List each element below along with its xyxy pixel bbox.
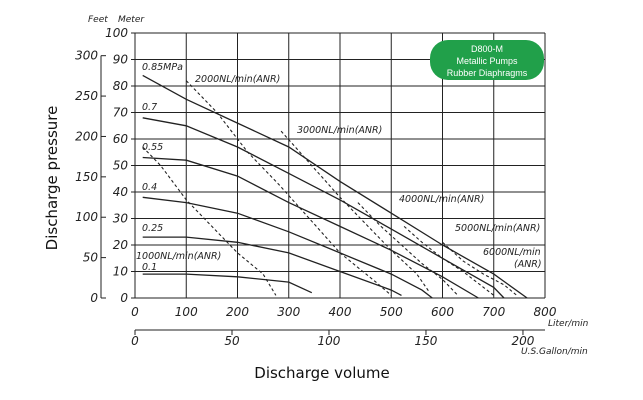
- x-axis-title: Discharge volume: [254, 364, 389, 382]
- air-consumption-line: [142, 146, 277, 296]
- pressure-series-label: 0.55: [142, 142, 163, 153]
- y-meter-tick-label: 40: [113, 185, 129, 199]
- air-consumption-series-label: 6000NL/min (ANR): [483, 247, 542, 270]
- y-meter-tick-label: 0: [120, 291, 128, 305]
- axes: 0 50 100 150 200 250 300 0 10 20 30 40 50 60 70 80 90 100…: [75, 26, 557, 348]
- air-consumption-line: [185, 80, 392, 296]
- x-primary-tick-label: 0: [131, 305, 139, 319]
- y-meter-tick-label: 70: [113, 106, 129, 120]
- air-consumption-line: [403, 225, 495, 296]
- pressure-line: [142, 196, 433, 299]
- pressure-series-label: 0.4: [142, 182, 157, 193]
- y-feet-tick-label: 200: [75, 129, 98, 143]
- x-secondary-unit-label: U.S.Gallon/min: [521, 347, 588, 357]
- x-primary-unit-label: Liter/min: [548, 319, 589, 329]
- y-feet-tick-label: 0: [90, 291, 98, 305]
- x-primary-tick-label: 200: [226, 305, 249, 319]
- y-meter-tick-label: 30: [113, 212, 129, 226]
- x-secondary-tick-label: 200: [512, 334, 535, 348]
- air-consumption-series-label: 2000NL/min(ANR): [195, 74, 280, 85]
- x-secondary-tick-label: 150: [415, 334, 438, 348]
- y-meter-tick-label: 100: [105, 26, 128, 40]
- y-feet-tick-label: 100: [75, 210, 98, 224]
- pressure-line: [142, 156, 479, 299]
- model-badge-line-1: D800-M: [471, 44, 503, 54]
- pressure-series-label: 0.85MPa: [142, 62, 183, 73]
- y-meter-tick-label: 20: [113, 238, 129, 252]
- y-meter-tick-label: 50: [113, 159, 129, 173]
- y-right-units-label: Meter: [118, 15, 145, 25]
- air-consumption-series-label: 3000NL/min(ANR): [297, 125, 382, 136]
- model-badge-line-2: Metallic Pumps: [456, 56, 518, 66]
- y-meter-tick-label: 10: [113, 265, 129, 279]
- pressure-line: [142, 74, 528, 299]
- x-secondary-tick-label: 100: [318, 334, 341, 348]
- pressure-line: [142, 236, 402, 296]
- y-feet-tick-label: 250: [75, 89, 98, 103]
- air-consumption-curves: [142, 80, 518, 296]
- y-feet-tick-label: 150: [75, 170, 98, 184]
- x-primary-tick-label: 600: [431, 305, 454, 319]
- pressure-line: [142, 273, 313, 294]
- air-consumption-line: [357, 202, 459, 296]
- y-meter-tick-label: 60: [113, 132, 129, 146]
- air-consumption-series-label: 1000NL/min(ANR): [136, 251, 221, 262]
- model-badge-background: [430, 40, 544, 80]
- air-consumption-series-label: 4000NL/min(ANR): [399, 194, 484, 205]
- y-meter-tick-label: 80: [113, 79, 129, 93]
- y-left-units-label: Feet: [88, 15, 108, 25]
- x-secondary-tick-label: 0: [131, 334, 139, 348]
- grid: [134, 32, 546, 299]
- pressure-curves: [142, 74, 528, 299]
- pressure-series-label: 0.25: [142, 223, 163, 234]
- model-badge-line-3: Rubber Diaphragms: [447, 68, 528, 78]
- x-secondary-tick-label: 50: [224, 334, 240, 348]
- x-primary-tick-label: 300: [277, 305, 300, 319]
- x-primary-tick-label: 400: [329, 305, 352, 319]
- model-badge: D800-M Metallic Pumps Rubber Diaphragms: [430, 40, 544, 80]
- x-primary-tick-label: 500: [380, 305, 403, 319]
- pressure-line: [142, 117, 505, 299]
- air-consumption-series-label: 5000NL/min(ANR): [455, 223, 540, 234]
- y-feet-tick-label: 300: [75, 49, 98, 63]
- x-primary-tick-label: 700: [482, 305, 505, 319]
- x-primary-tick-label: 800: [534, 305, 557, 319]
- air-consumption-line: [442, 241, 518, 296]
- y-feet-tick-label: 50: [83, 251, 99, 265]
- pressure-series-label: 0.1: [142, 262, 157, 273]
- y-meter-tick-label: 90: [113, 53, 129, 67]
- y-axis-title: Discharge pressure: [43, 106, 61, 251]
- pressure-series-label: 0.7: [142, 102, 157, 113]
- x-primary-tick-label: 100: [175, 305, 198, 319]
